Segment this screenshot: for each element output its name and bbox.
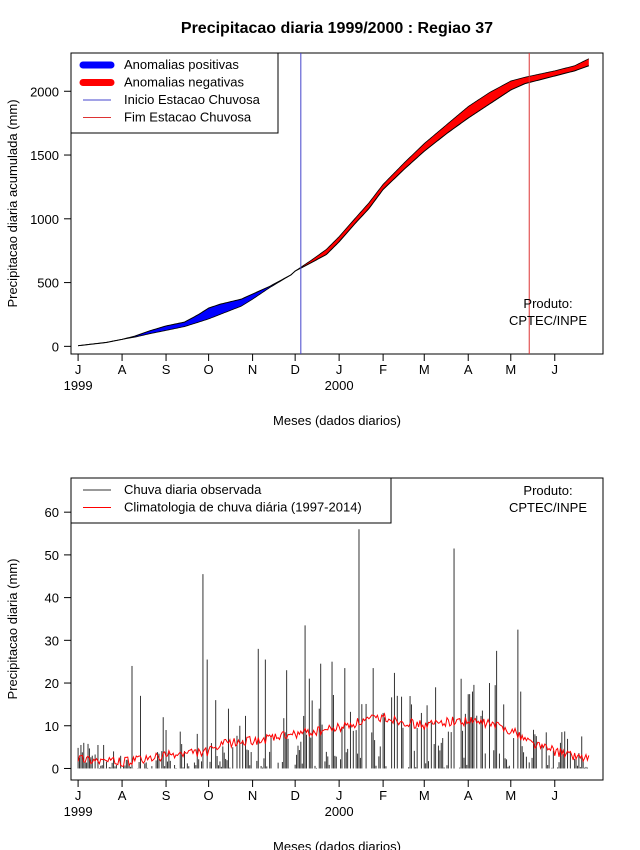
x-tick-label: M [505, 788, 516, 803]
y-tick-label: 50 [45, 548, 59, 563]
y-tick-label: 20 [45, 676, 59, 691]
chart-title: Precipitacao diaria 1999/2000 : Regiao 3… [181, 20, 493, 37]
x-tick-label: J [336, 362, 343, 377]
x-tick-label: A [464, 788, 473, 803]
product-credit: CPTEC/INPE [509, 313, 587, 328]
y-tick-label: 1500 [30, 148, 59, 163]
plot-frame [70, 52, 604, 355]
year-label: 1999 [64, 804, 93, 819]
y-tick-label: 40 [45, 591, 59, 606]
x-tick-label: M [419, 362, 430, 377]
x-tick-label: J [75, 788, 82, 803]
x-tick-label: J [552, 788, 559, 803]
x-tick-label: J [336, 788, 343, 803]
y-tick-label: 10 [45, 719, 59, 734]
x-tick-label: F [379, 362, 387, 377]
legend-label: Inicio Estacao Chuvosa [124, 92, 261, 107]
x-tick-label: A [118, 788, 127, 803]
y-tick-label: 30 [45, 633, 59, 648]
legend-label: Climatologia de chuva diária (1997-2014) [124, 500, 362, 515]
product-credit: Produto: [523, 483, 572, 498]
x-tick-label: S [162, 362, 171, 377]
positive-anomaly-area [122, 270, 297, 340]
negative-anomaly-area [296, 58, 589, 271]
x-tick-label: F [379, 788, 387, 803]
x-tick-label: A [118, 362, 127, 377]
x-tick-label: J [552, 362, 559, 377]
year-label: 2000 [325, 378, 354, 393]
y-tick-label: 0 [52, 339, 59, 354]
x-tick-label: O [204, 362, 214, 377]
x-tick-label: J [75, 362, 82, 377]
observed-cumulative-line [78, 65, 589, 347]
y-axis-label: Precipitacao diaria acumulada (mm) [5, 99, 20, 307]
x-tick-label: M [419, 788, 430, 803]
x-axis-label: Meses (dados diarios) [273, 839, 401, 850]
x-tick-label: M [505, 362, 516, 377]
year-label: 1999 [64, 378, 93, 393]
legend-box [70, 477, 392, 524]
y-axis-label: Precipitacao diaria (mm) [5, 559, 20, 700]
legend-label: Fim Estacao Chuvosa [124, 110, 252, 125]
x-tick-label: N [248, 362, 257, 377]
x-tick-label: N [248, 788, 257, 803]
product-credit: CPTEC/INPE [509, 500, 587, 515]
x-tick-label: D [290, 788, 299, 803]
year-label: 2000 [325, 804, 354, 819]
climatology-cumulative-line [78, 58, 589, 347]
climatology-daily-line [77, 712, 590, 767]
y-tick-label: 0 [52, 761, 59, 776]
x-axis-label: Meses (dados diarios) [273, 413, 401, 428]
x-tick-label: O [204, 788, 214, 803]
x-tick-label: S [162, 788, 171, 803]
legend-label: Chuva diaria observada [124, 482, 262, 497]
x-tick-label: D [290, 362, 299, 377]
y-tick-label: 60 [45, 505, 59, 520]
y-tick-label: 500 [37, 276, 59, 291]
legend-label: Anomalias positivas [124, 57, 239, 72]
y-tick-label: 2000 [30, 84, 59, 99]
legend-label: Anomalias negativas [124, 75, 244, 90]
product-credit: Produto: [523, 296, 572, 311]
y-tick-label: 1000 [30, 212, 59, 227]
x-tick-label: A [464, 362, 473, 377]
